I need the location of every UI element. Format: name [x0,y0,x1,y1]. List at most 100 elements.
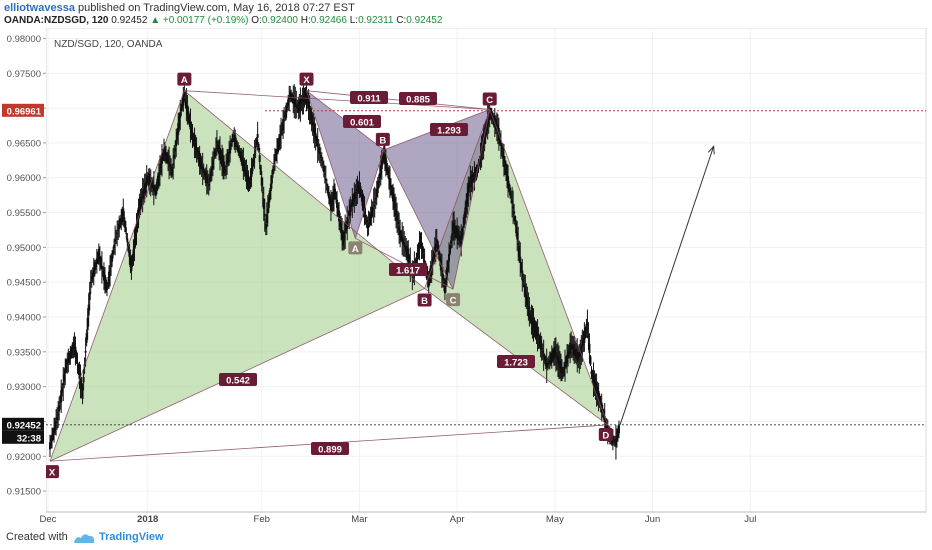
candle-body [57,413,60,416]
price-axis[interactable]: 0.980000.975000.970000.965000.960000.955… [0,28,46,526]
candle-body [569,342,572,355]
candle-body [272,163,275,165]
candle-body [317,147,320,153]
low-label: L: [349,15,359,26]
candle-body [542,353,545,358]
price-chart[interactable]: X A B C D 0.542 1.723 0.899 0.885 X A B C 0.601 0.911 1… [0,28,932,526]
point-label-b-bg [417,293,432,307]
candle-body [285,105,288,118]
ohlc-line: OANDA:NZDSGD, 120 0.92452 ▲ +0.00177 (+0… [4,15,442,26]
candle-body [605,422,608,433]
candle-body [183,91,186,97]
candle-body [150,181,153,188]
candle-body [156,175,159,187]
close-value: 0.92452 [406,15,443,26]
candle-body [338,210,341,222]
candle-body [204,170,207,183]
candle-body [229,144,232,154]
candle-body [325,183,328,186]
candle-body [335,196,338,199]
time-tick-label: Mar [351,514,367,525]
candle-body [501,151,504,159]
candle-body [547,361,550,364]
candle-body [595,386,598,394]
candle-body [310,114,313,125]
candle-body [551,349,554,362]
candle-body [343,231,346,241]
candle-body [381,154,384,164]
candle-body [500,146,503,154]
point-label-a-bg [348,241,363,255]
candle-body [251,161,254,171]
candle-body [147,173,150,186]
candle-body [535,331,538,334]
candle-body [158,169,161,172]
large-bat-line [49,90,185,462]
candle-body [340,223,343,233]
candle-body [355,191,358,194]
candle-body [364,215,367,217]
candle-body [304,90,307,102]
candle-body [388,178,391,186]
candle-body [434,243,437,248]
candle-body [89,282,92,284]
candle-body [181,100,184,110]
candle-body [116,232,119,234]
candle-body [354,191,357,199]
candle-body [121,210,124,222]
candle-body [302,97,305,102]
tradingview-brand[interactable]: TradingView [99,531,164,543]
candle-body [536,333,539,337]
candle-body [232,134,235,138]
candle-body [565,360,568,364]
candle-body [377,180,380,183]
candle-body [78,371,81,380]
author-link[interactable]: elliotwavessa [4,2,75,14]
candle-body [467,186,470,197]
candle-body [471,179,474,181]
candle-body [211,159,214,168]
candle-body [228,152,231,155]
candle-body [203,172,206,177]
candle-body [86,317,89,331]
candle-body [420,242,423,250]
candle-body [545,363,548,368]
candle-body [556,356,559,363]
candle-body [576,351,579,360]
candle-body [187,111,190,119]
candle-body [134,230,137,243]
candle-body [247,175,250,187]
candle-body [549,353,552,365]
change-arrow-icon: ▲ [150,15,161,26]
candle-body [401,236,404,242]
candle-body [353,192,356,203]
candle-body [393,197,396,207]
ratio-label: 0.885 [406,95,430,106]
time-axis[interactable]: Dec 2018 Feb Mar Apr May Jun Jul [40,511,926,525]
candle-body [65,359,68,372]
candle-body [441,273,444,281]
candle-body [193,138,196,148]
candle-body [574,351,577,353]
candle-body [146,175,149,181]
candle-body [240,151,243,162]
candle-body [161,154,164,157]
publish-info: published on TradingView.com, May 16, 20… [78,2,355,14]
candle-body [527,305,530,308]
candle-body [253,153,256,155]
candle-body [419,236,422,244]
candle-body [282,119,285,131]
candle-body [503,165,506,167]
price-tick-label: 0.91500 [7,487,41,498]
candle-body [596,387,599,400]
candle-body [179,112,182,118]
candle-body [521,270,524,280]
candle-body [67,358,70,363]
candle-body [538,336,541,347]
candle-body [568,350,571,353]
ratio-label-bg [350,91,388,104]
price-tick-label: 0.96000 [7,173,41,184]
candle-body [305,94,308,96]
point-label-x: X [49,468,56,479]
candle-body [198,154,201,167]
